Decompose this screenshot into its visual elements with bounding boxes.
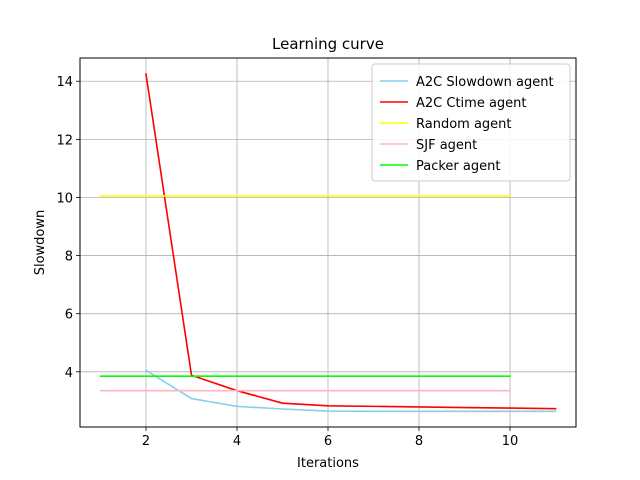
x-tick-label: 2 <box>142 434 150 449</box>
legend-label: A2C Ctime agent <box>416 96 527 111</box>
legend-label: SJF agent <box>416 138 477 153</box>
legend: A2C Slowdown agent A2C Ctime agent Random … <box>371 63 571 182</box>
y-tick-label: 10 <box>56 191 73 206</box>
legend-box <box>371 63 571 182</box>
x-tick-label: 4 <box>233 434 241 449</box>
y-tick-label: 12 <box>56 133 73 148</box>
chart-title: Learning curve <box>272 35 384 53</box>
y-tick-label: 8 <box>65 250 73 265</box>
series-line-a2c-ctime-agent <box>145 73 557 410</box>
series-line-a2c-slowdown-agent <box>144 369 557 413</box>
axis-ticks: 2 4 6 8 10 4 6 8 10 12 14 <box>56 75 518 449</box>
x-tick-label: 8 <box>415 434 423 449</box>
y-tick-label: 14 <box>56 75 73 90</box>
y-tick-label: 6 <box>65 308 73 323</box>
legend-label: Packer agent <box>416 159 500 174</box>
x-tick-label: 10 <box>502 434 519 449</box>
y-tick-label: 4 <box>65 366 73 381</box>
x-tick-label: 6 <box>324 434 332 449</box>
legend-label: Random agent <box>416 117 512 132</box>
x-axis-label: Iterations <box>297 456 359 471</box>
y-axis-label: Slowdown <box>33 210 48 276</box>
series-lines <box>99 73 557 413</box>
legend-label: A2C Slowdown agent <box>416 75 554 90</box>
